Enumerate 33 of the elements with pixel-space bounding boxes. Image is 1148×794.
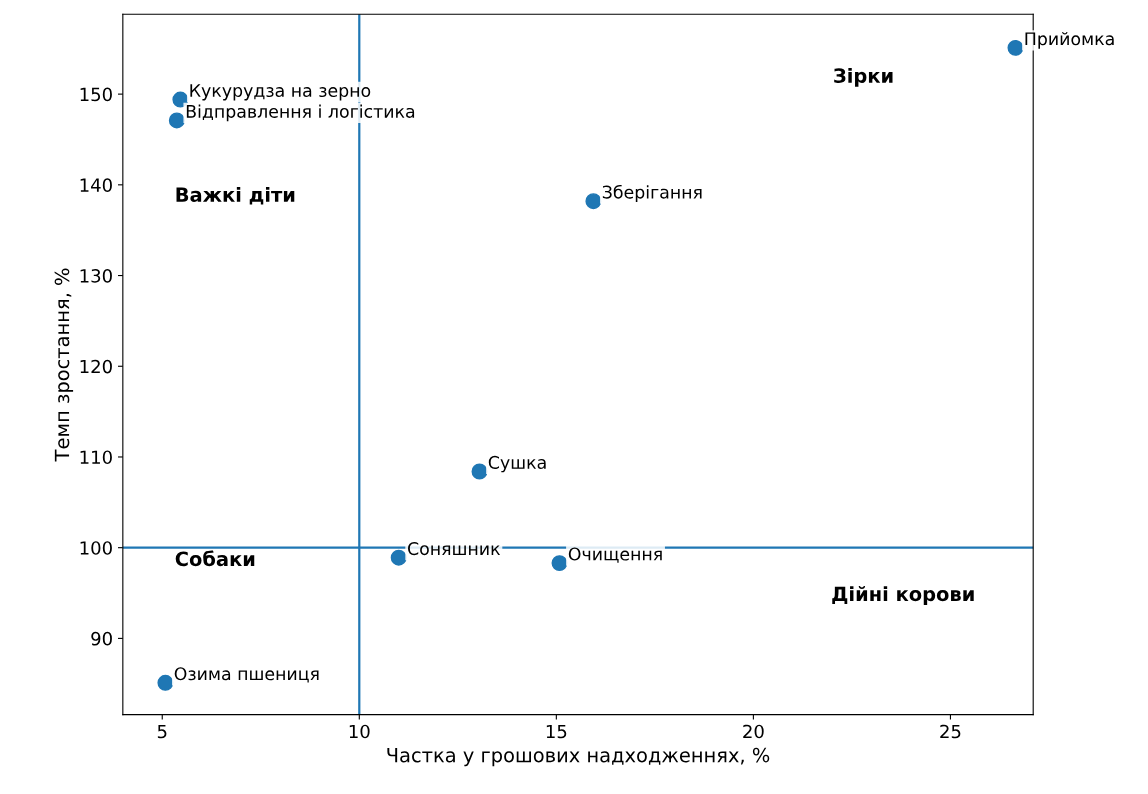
- x-tick-label: 15: [546, 724, 567, 739]
- point: [471, 463, 488, 480]
- point: [551, 555, 568, 572]
- y-tick-label: 150: [80, 87, 112, 102]
- x-tick-label: 20: [743, 724, 764, 739]
- y-tick-label: 90: [91, 631, 112, 646]
- x-tick-label: 25: [940, 724, 961, 739]
- annotation: Зірки: [834, 67, 893, 87]
- y-tick-label: 100: [80, 541, 112, 555]
- x-tick-label: 5: [157, 724, 167, 739]
- y-tick-label: 130: [80, 269, 112, 283]
- x-tick-label: 10: [349, 724, 370, 739]
- annotation: Важкі діти: [176, 186, 295, 205]
- y-axis-title: Темп зростання, %: [54, 268, 74, 462]
- point: [168, 112, 185, 129]
- point: [1007, 39, 1024, 56]
- annotation: Дійні корови: [832, 586, 974, 605]
- annotation: Озима пшениця: [174, 667, 319, 683]
- point: [157, 674, 174, 691]
- annotation: Соняшник: [408, 542, 501, 556]
- x-axis-title: Частка у грошових надходженнях, %: [387, 747, 770, 767]
- annotation: Сушка: [488, 455, 546, 473]
- y-tick-label: 120: [80, 359, 112, 374]
- annotation: Кукурудза на зерно: [190, 84, 371, 101]
- y-tick-label: 110: [80, 450, 112, 465]
- annotation: Очищення: [568, 547, 662, 563]
- y-tick-label: 140: [80, 178, 112, 192]
- annotation: Собаки: [175, 550, 255, 567]
- annotation: Прийомка: [1025, 31, 1114, 49]
- point: [585, 193, 602, 210]
- point: [390, 549, 407, 566]
- annotation: Відправлення і логістика: [186, 104, 415, 122]
- annotation: Зберігання: [602, 184, 702, 202]
